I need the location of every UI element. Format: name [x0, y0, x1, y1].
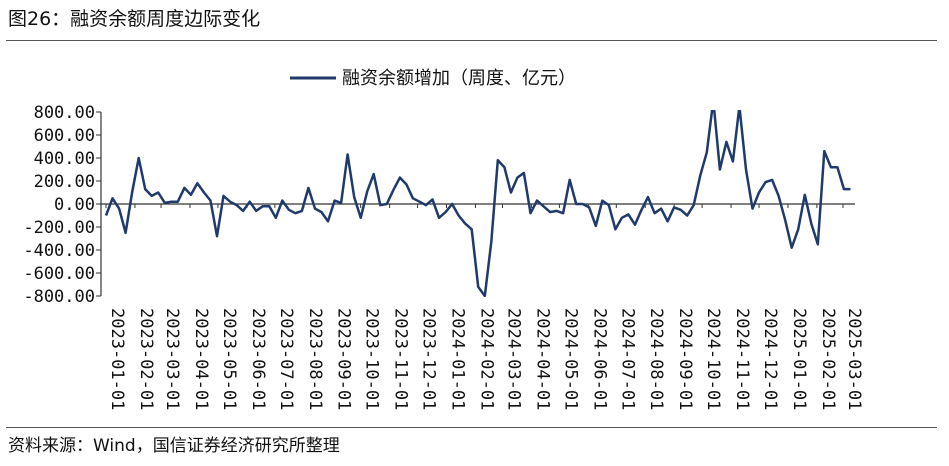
x-tick-label: 2023-07-01	[276, 308, 296, 410]
x-tick-label: 2024-01-01	[448, 308, 468, 410]
series-line	[104, 110, 851, 297]
y-tick-label: 800.00	[34, 103, 95, 123]
title-divider	[6, 40, 937, 41]
x-tick-label: 2024-06-01	[589, 308, 609, 410]
x-tick-label: 2024-04-01	[532, 308, 552, 410]
x-tick-label: 2023-08-01	[305, 308, 325, 410]
x-tick-label: 2024-11-01	[732, 308, 752, 410]
x-tick-label: 2025-01-01	[789, 308, 809, 410]
x-tick-label: 2024-05-01	[560, 308, 580, 410]
y-tick-label: 600.00	[34, 126, 95, 146]
x-tick-label: 2023-11-01	[391, 308, 411, 410]
figure-title: 图26：融资余额周度边际变化	[8, 8, 261, 30]
x-tick-label: 2023-04-01	[191, 308, 211, 410]
source-note: 资料来源：Wind，国信证券经济研究所整理	[8, 436, 340, 456]
x-tick-label: 2023-03-01	[162, 308, 182, 410]
x-tick-label: 2023-01-01	[107, 308, 127, 410]
y-tick-label: 200.00	[34, 172, 95, 192]
y-tick-label: -600.00	[23, 264, 95, 284]
x-tick-label: 2024-10-01	[703, 308, 723, 410]
x-tick-label: 2024-09-01	[675, 308, 695, 410]
y-tick-label: -400.00	[23, 241, 95, 261]
x-tick-label: 2024-08-01	[646, 308, 666, 410]
x-tick-label: 2023-06-01	[248, 308, 268, 410]
legend: 融资余额增加（周度、亿元）	[290, 68, 576, 89]
x-tick-label: 2023-10-01	[362, 308, 382, 410]
x-tick-label: 2023-05-01	[219, 308, 239, 410]
x-tick-label: 2024-02-01	[476, 308, 496, 410]
x-tick-label: 2024-12-01	[760, 308, 780, 410]
y-tick-label: 400.00	[34, 149, 95, 169]
x-axis: 2023-01-01 2023-02-01 2023-03-01 2023-04-01…	[101, 203, 864, 410]
x-tick-label: 2024-03-01	[503, 308, 523, 410]
y-tick-label: -200.00	[23, 218, 95, 238]
x-tick-label: 2023-12-01	[419, 308, 439, 410]
x-tick-label: 2025-02-01	[818, 308, 838, 410]
x-tick-label: 2024-07-01	[617, 308, 637, 410]
source-divider	[6, 427, 937, 428]
legend-label: 融资余额增加（周度、亿元）	[342, 68, 576, 89]
x-tick-label: 2023-02-01	[136, 308, 156, 410]
x-tick-label: 2025-03-01	[844, 308, 864, 410]
y-tick-label: 0.00	[54, 195, 95, 215]
y-tick-label: -800.00	[23, 287, 95, 307]
y-axis: 800.00 600.00 400.00 200.00 0.00 -200.00 -400.…	[23, 103, 102, 307]
x-tick-label: 2023-09-01	[334, 308, 354, 410]
